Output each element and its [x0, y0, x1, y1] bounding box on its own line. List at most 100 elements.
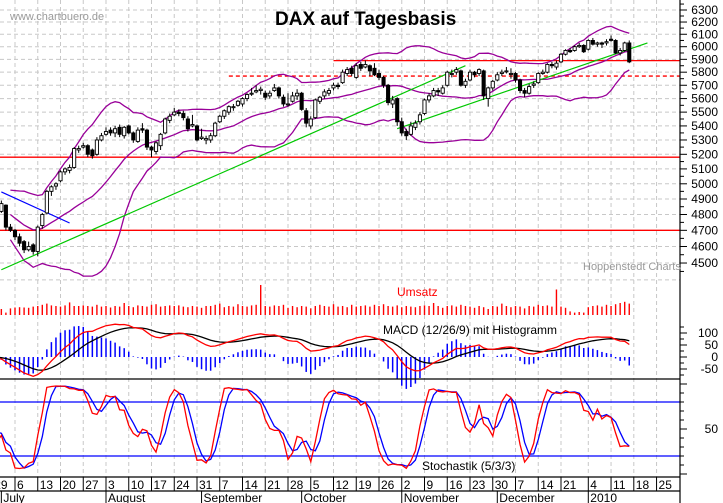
price-tick-label: 5200 [691, 147, 718, 161]
candle-body [35, 226, 40, 252]
candle [272, 83, 277, 92]
price-tick-label: 5000 [691, 177, 718, 191]
candle [422, 98, 427, 115]
candle-body [577, 44, 582, 48]
candle-body [117, 126, 122, 135]
date-tick-label: 18 [636, 478, 650, 492]
date-tick-label: 14 [540, 478, 554, 492]
candle-body [586, 39, 591, 50]
macd-tick-label: 50 [705, 338, 719, 352]
candle-body [153, 142, 159, 152]
date-tick-label: 31 [199, 478, 213, 492]
candle-body [518, 79, 523, 92]
candle [26, 241, 31, 252]
candle-body [522, 90, 527, 94]
date-tick-label: 7 [518, 478, 525, 492]
candle-body [194, 125, 200, 141]
date-tick-label: 23 [472, 478, 486, 492]
candle [140, 123, 145, 133]
candle [113, 125, 118, 138]
volume-label: Umsatz [397, 285, 438, 299]
candle-body [3, 204, 8, 228]
candle [622, 41, 627, 52]
candle-body [404, 131, 409, 137]
candle [358, 61, 363, 71]
candle-body [354, 65, 359, 78]
candle [249, 87, 254, 96]
candle [276, 86, 281, 99]
candle [35, 225, 40, 257]
candle [404, 128, 409, 140]
candle-body [504, 70, 509, 73]
candle [508, 68, 514, 79]
candle [17, 233, 22, 247]
candle-body [304, 110, 309, 124]
candle [381, 76, 386, 88]
candle [413, 120, 418, 131]
candle-body [94, 139, 99, 155]
candle [440, 85, 445, 95]
candle-body [358, 63, 363, 69]
macd-signal-line [0, 327, 630, 371]
candle-body [258, 88, 263, 92]
candle [172, 108, 177, 117]
candle-body [235, 100, 241, 106]
candle-body [213, 122, 218, 137]
month-label: December [499, 491, 554, 503]
x-axis: 2961320273101724317142128512192629162330… [0, 477, 672, 503]
candle [0, 200, 4, 213]
candle [340, 69, 345, 84]
candle [122, 125, 127, 139]
date-tick-label: 21 [267, 478, 281, 492]
candle-body [331, 84, 336, 89]
candle [463, 78, 468, 88]
candle-body [554, 62, 559, 68]
candle [290, 91, 295, 103]
candle [372, 63, 377, 77]
bollinger-upper-band [10, 25, 630, 197]
candle-body [172, 111, 177, 116]
candle-body [85, 145, 90, 155]
candle [590, 37, 595, 46]
candle-body [417, 114, 423, 123]
price-tick-label: 5800 [691, 65, 718, 79]
candle-body [40, 214, 45, 226]
candle [181, 110, 186, 121]
candle-body [481, 70, 486, 97]
candle-body [72, 148, 77, 168]
date-tick-label: 26 [381, 478, 395, 492]
candle [527, 83, 532, 95]
candle-body [240, 98, 245, 105]
candle [131, 131, 136, 143]
macd-tick-label: -50 [701, 362, 719, 376]
bollinger-lower-band [9, 69, 630, 277]
candle-body [8, 226, 13, 231]
candle [599, 41, 604, 48]
candle [458, 69, 463, 87]
date-tick-label: 6 [17, 478, 24, 492]
candle [304, 108, 309, 128]
candle [58, 170, 63, 183]
candle-body [58, 171, 63, 182]
candle [40, 212, 45, 229]
date-tick-label: 30 [495, 478, 509, 492]
date-tick-label: 14 [245, 478, 259, 492]
candle [408, 121, 413, 136]
date-tick-label: 19 [358, 478, 372, 492]
candle-body [508, 73, 514, 75]
candle [336, 82, 341, 90]
source-label: Hoppenstedt Charts [583, 261, 681, 273]
candle-body [140, 128, 145, 131]
month-label: November [404, 491, 459, 503]
candle [81, 142, 86, 149]
candle [190, 114, 195, 128]
candle [613, 39, 618, 55]
candle-body [536, 73, 541, 84]
candle-body [226, 106, 231, 113]
candle [427, 93, 432, 103]
candle-body [113, 128, 118, 134]
macd-tick-label: 0 [711, 350, 718, 364]
date-tick-label: 21 [563, 478, 577, 492]
candle-body [436, 90, 441, 93]
